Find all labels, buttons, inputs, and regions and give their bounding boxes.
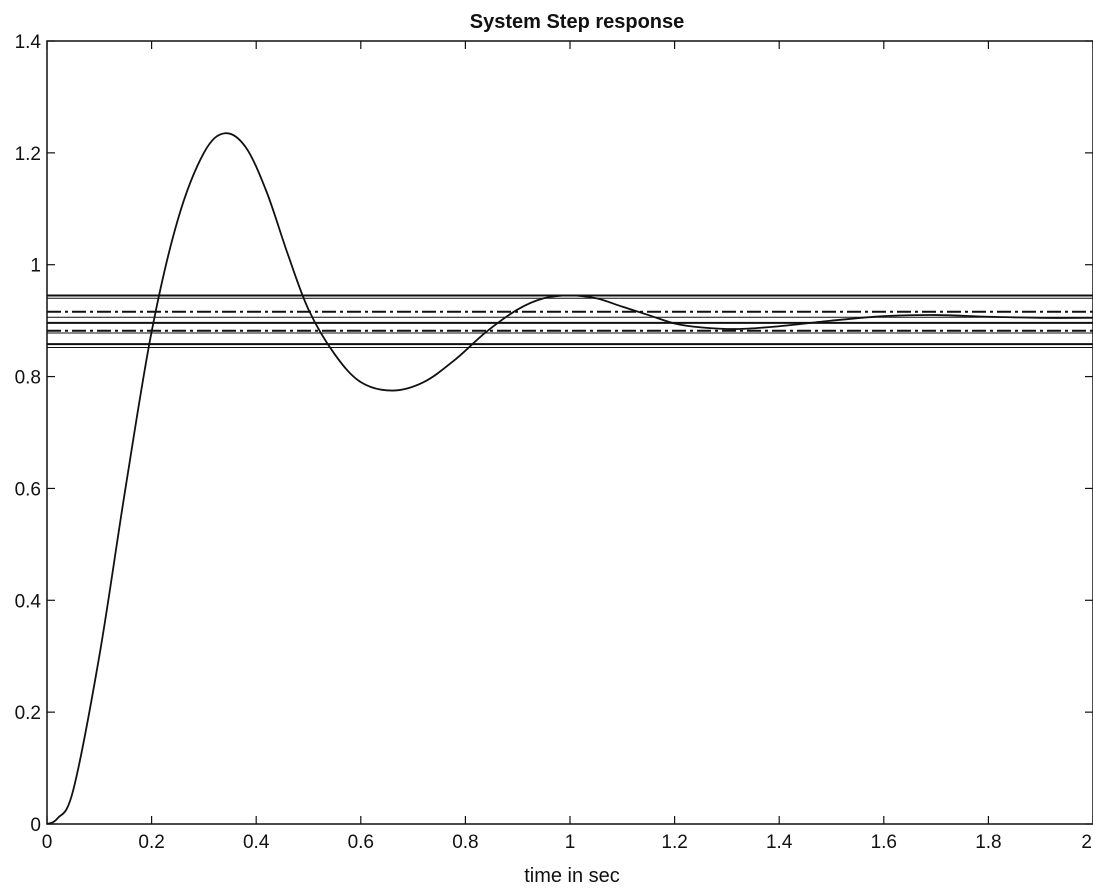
x-tick-label: 0.8	[452, 832, 478, 853]
y-tick-label: 0.6	[15, 479, 41, 500]
x-tick-label: 1.6	[871, 832, 897, 853]
y-tick-label: 0	[30, 815, 41, 836]
x-tick-label: 0.2	[138, 832, 164, 853]
series-layer	[46, 132, 1093, 825]
y-tick-label: 1.2	[15, 144, 41, 165]
x-tick-label: 1.2	[661, 832, 687, 853]
y-axis-ticks: 0 0.2 0.4 0.6 0.8 1 1.2 1.4	[15, 32, 1093, 836]
x-tick-label: 0.6	[348, 832, 374, 853]
x-axis-ticks: 0 0.2 0.4 0.6 0.8 1 1.2 1.4 1.6 1.8 2	[42, 41, 1093, 853]
chart-title: System Step response	[470, 11, 685, 33]
y-tick-label: 1	[30, 256, 41, 277]
x-tick-label: 0	[42, 832, 53, 853]
y-tick-label: 0.4	[15, 591, 42, 612]
y-tick-label: 0.2	[15, 703, 41, 724]
x-axis-label: time in sec	[524, 865, 620, 887]
reference-lines	[47, 294, 1093, 348]
y-tick-label: 0.8	[15, 368, 41, 389]
x-tick-label: 1	[565, 832, 576, 853]
y-tick-label: 1.4	[15, 32, 42, 53]
plot-frame	[46, 40, 1093, 825]
x-tick-label: 1.8	[975, 832, 1001, 853]
x-tick-label: 1.4	[766, 832, 793, 853]
step-response-line	[46, 132, 1093, 825]
x-tick-label: 2	[1081, 832, 1092, 853]
x-tick-label: 0.4	[243, 832, 270, 853]
